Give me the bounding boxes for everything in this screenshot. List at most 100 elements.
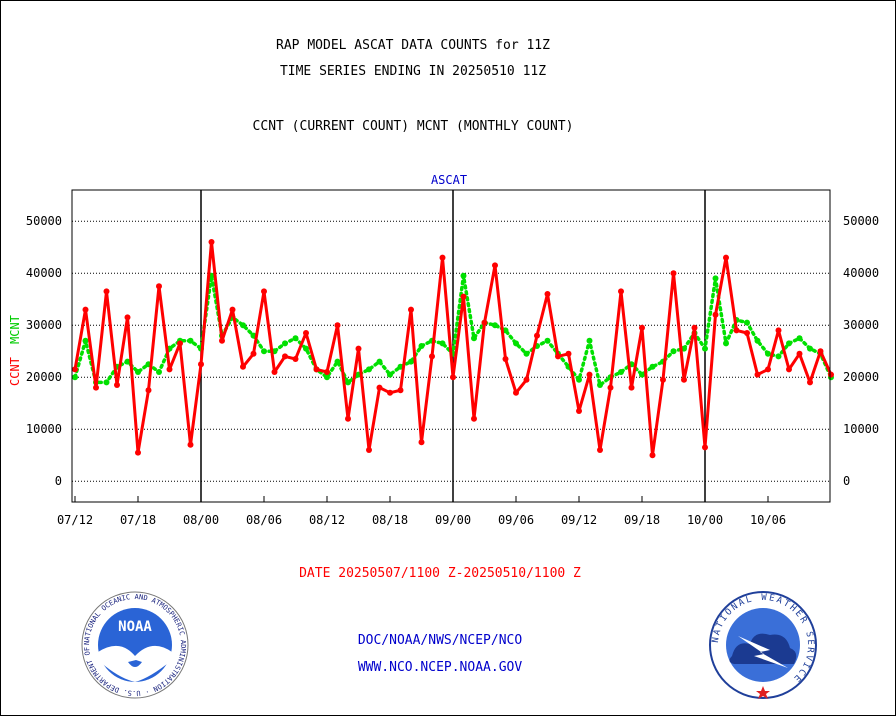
data-point-mcnt — [187, 337, 194, 344]
data-point-ccnt — [156, 283, 162, 290]
data-point-mcnt — [492, 322, 498, 329]
data-point-ccnt — [93, 384, 99, 391]
data-point-mcnt — [460, 272, 467, 279]
data-point-ccnt — [334, 322, 341, 329]
org-label: DOC/NOAA/NWS/NCEP/NCO — [357, 633, 523, 648]
data-point-ccnt — [177, 340, 183, 347]
axis-layer: 0 0 10000 10000 20000 20000 30000 30000 40000 400… — [26, 189, 879, 527]
data-point-mcnt — [156, 369, 162, 375]
data-point-ccnt — [670, 270, 677, 277]
data-point-ccnt — [828, 371, 834, 378]
data-point-mcnt — [345, 379, 351, 386]
noaa-logo-text: NOAA — [118, 619, 152, 635]
data-point-mcnt — [576, 376, 582, 383]
data-point-ccnt — [135, 449, 141, 456]
y-tick-label-right: 20000 — [843, 370, 879, 384]
data-point-ccnt — [796, 350, 803, 357]
data-point-ccnt — [229, 306, 236, 313]
y-tick-label-left: 20000 — [26, 370, 62, 384]
data-point-ccnt — [702, 444, 708, 451]
data-point-mcnt — [765, 350, 771, 357]
data-point-ccnt — [733, 327, 740, 334]
data-point-mcnt — [702, 345, 708, 352]
data-point-ccnt — [492, 262, 498, 269]
x-tick-label: 07/12 — [57, 513, 93, 527]
x-tick-label: 09/06 — [498, 513, 534, 527]
y-tick-label-left: 40000 — [26, 266, 62, 280]
data-point-ccnt — [114, 382, 120, 388]
data-point-ccnt — [502, 356, 509, 362]
data-point-ccnt — [376, 384, 383, 391]
data-point-ccnt — [72, 366, 78, 373]
data-point-mcnt — [523, 350, 530, 357]
data-point-ccnt — [586, 371, 593, 378]
data-point-mcnt — [135, 369, 141, 375]
data-point-ccnt — [261, 288, 267, 295]
data-point-ccnt — [292, 356, 299, 362]
data-point-mcnt — [376, 358, 383, 365]
data-point-ccnt — [408, 306, 414, 313]
data-point-ccnt — [208, 239, 215, 245]
data-point-ccnt — [786, 366, 792, 373]
y-tick-label-right: 10000 — [843, 422, 879, 436]
x-tick-label: 08/12 — [309, 513, 345, 527]
data-point-ccnt — [82, 306, 89, 313]
series-layer — [72, 239, 834, 459]
y-tick-label-left: 30000 — [26, 318, 62, 332]
y-tick-label-right: 40000 — [843, 266, 879, 280]
url-link[interactable]: WWW.NCO.NCEP.NOAA.GOV — [357, 660, 523, 675]
data-point-mcnt — [639, 371, 645, 378]
data-point-mcnt — [586, 337, 593, 344]
data-point-mcnt — [754, 337, 761, 344]
nws-logo: NATIONAL WEATHER SERVICE — [709, 591, 817, 699]
data-point-mcnt — [744, 319, 750, 326]
data-point-ccnt — [198, 361, 204, 368]
data-point-mcnt — [502, 327, 509, 334]
data-point-mcnt — [471, 335, 477, 342]
data-point-ccnt — [187, 441, 194, 448]
data-point-mcnt — [240, 322, 246, 329]
line-chart: ASCAT CCNT MCNT 0 0 10000 10000 20000 20000 30… — [8, 173, 879, 527]
data-point-ccnt — [397, 387, 404, 394]
data-point-ccnt — [481, 319, 488, 326]
data-point-ccnt — [271, 369, 278, 375]
data-point-ccnt — [418, 439, 425, 446]
data-point-ccnt — [534, 332, 540, 339]
data-point-ccnt — [471, 415, 477, 422]
data-point-mcnt — [807, 345, 813, 352]
data-point-ccnt — [240, 363, 246, 370]
data-point-ccnt — [817, 348, 824, 355]
data-point-ccnt — [145, 387, 152, 394]
data-point-ccnt — [691, 324, 698, 331]
data-point-ccnt — [166, 366, 173, 373]
y-tick-label-left: 10000 — [26, 422, 62, 436]
data-point-ccnt — [250, 350, 257, 357]
data-point-mcnt — [408, 358, 414, 365]
data-point-ccnt — [387, 389, 393, 396]
data-point-ccnt — [313, 366, 320, 373]
data-point-mcnt — [618, 369, 624, 375]
y-tick-label-left: 50000 — [26, 214, 62, 228]
data-point-ccnt — [523, 376, 530, 383]
title-line-1: RAP MODEL ASCAT DATA COUNTS for 11Z — [276, 38, 550, 53]
data-point-mcnt — [387, 371, 393, 378]
data-point-mcnt — [303, 345, 309, 352]
data-point-ccnt — [681, 376, 687, 383]
data-point-ccnt — [324, 369, 330, 375]
data-point-ccnt — [807, 379, 813, 386]
data-point-ccnt — [513, 389, 519, 396]
data-point-mcnt — [670, 348, 677, 355]
noaa-logo: NATIONAL OCEANIC AND ATMOSPHERIC ADMINIS… — [80, 590, 189, 699]
data-point-ccnt — [366, 447, 372, 453]
data-point-ccnt — [597, 447, 603, 453]
data-point-mcnt — [786, 340, 792, 347]
title-line-3: CCNT (CURRENT COUNT) MCNT (MONTHLY COUNT… — [252, 119, 574, 134]
data-point-ccnt — [565, 350, 572, 357]
data-point-ccnt — [345, 415, 351, 422]
data-point-mcnt — [723, 340, 729, 347]
data-point-mcnt — [712, 275, 719, 282]
data-point-ccnt — [712, 311, 719, 318]
data-point-ccnt — [744, 330, 750, 336]
x-tick-label: 09/12 — [561, 513, 597, 527]
data-point-ccnt — [555, 353, 561, 360]
